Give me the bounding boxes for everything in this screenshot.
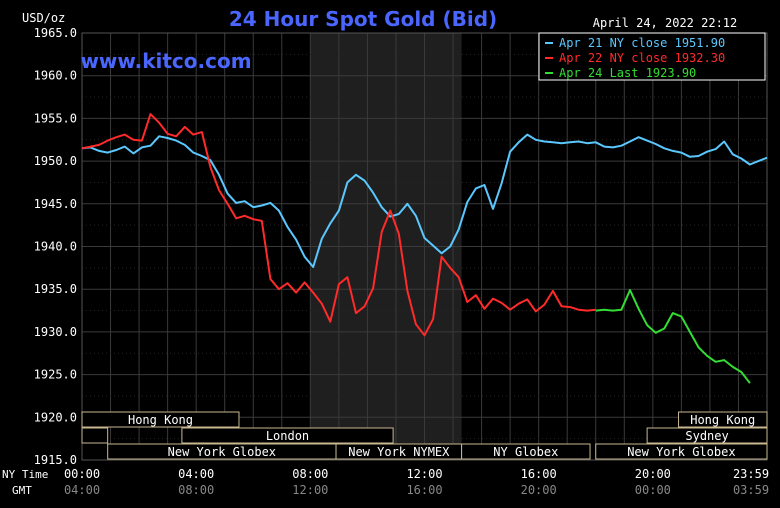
y-tick-labels: 1965.0 1960.0 1955.0 1950.0 1945.0 1940.0 1935… bbox=[34, 26, 77, 467]
watermark: www.kitco.com bbox=[80, 49, 251, 73]
session-box bbox=[461, 443, 591, 460]
session-box bbox=[81, 427, 109, 444]
x-tick-label-gmt: 20:00 bbox=[521, 483, 557, 497]
x-tick-label-gmt: 08:00 bbox=[178, 483, 214, 497]
session-label: London bbox=[266, 429, 309, 443]
x-tick-label-ny: 23:59 bbox=[733, 467, 769, 481]
session-box bbox=[181, 427, 394, 444]
plot-frame bbox=[81, 32, 768, 461]
session-box bbox=[595, 443, 768, 460]
legend-entry: Apr 22 NY close 1932.30 bbox=[559, 51, 725, 65]
y-tick-label: 1965.0 bbox=[34, 26, 77, 40]
y-tick-label: 1930.0 bbox=[34, 325, 77, 339]
legend-entry: Apr 21 NY close 1951.90 bbox=[559, 36, 725, 50]
y-tick-label: 1920.0 bbox=[34, 410, 77, 424]
grid-lines bbox=[81, 32, 768, 461]
x-tick-label-gmt: 00:00 bbox=[635, 483, 671, 497]
x-tick-label-gmt: 16:00 bbox=[406, 483, 442, 497]
session-label: New York Globex bbox=[168, 445, 276, 459]
y-tick-label: 1950.0 bbox=[34, 154, 77, 168]
x-tick-label-gmt: 12:00 bbox=[292, 483, 328, 497]
y-tick-label: 1915.0 bbox=[34, 453, 77, 467]
series-line bbox=[595, 289, 751, 384]
x-tick-label-ny: 20:00 bbox=[635, 467, 671, 481]
x-tick-label-ny: 08:00 bbox=[292, 467, 328, 481]
session-label: New York Globex bbox=[627, 445, 735, 459]
session-label: New York NYMEX bbox=[348, 445, 450, 459]
market-sessions: Hong Kong London New York Globex New York N… bbox=[81, 411, 768, 460]
session-label: Hong Kong bbox=[690, 413, 755, 427]
y-axis-unit-label: USD/oz bbox=[22, 11, 65, 25]
session-box bbox=[646, 427, 768, 444]
x-tick-label-ny: 12:00 bbox=[406, 467, 442, 481]
x-tick-label-ny: 04:00 bbox=[178, 467, 214, 481]
ny-time-row-title: NY Time bbox=[2, 468, 48, 481]
y-tick-label: 1940.0 bbox=[34, 240, 77, 254]
y-tick-label: 1955.0 bbox=[34, 111, 77, 125]
chart-date: April 24, 2022 22:12 bbox=[593, 16, 738, 30]
y-tick-label: 1960.0 bbox=[34, 69, 77, 83]
y-tick-label: 1935.0 bbox=[34, 282, 77, 296]
session-label: Sydney bbox=[685, 429, 728, 443]
series-line bbox=[81, 133, 768, 268]
y-tick-label: 1945.0 bbox=[34, 197, 77, 211]
gmt-row-title: GMT bbox=[12, 484, 32, 497]
chart-title: 24 Hour Spot Gold (Bid) bbox=[229, 7, 497, 31]
session-box bbox=[678, 411, 768, 428]
price-series bbox=[81, 113, 768, 384]
legend-entry: Apr 24 Last 1923.90 bbox=[559, 66, 696, 80]
x-tick-label-ny: 00:00 bbox=[64, 467, 100, 481]
session-label: NY Globex bbox=[493, 445, 558, 459]
session-label: Hong Kong bbox=[128, 413, 193, 427]
x-tick-label-gmt: 04:00 bbox=[64, 483, 100, 497]
legend-box bbox=[538, 32, 766, 81]
series-line bbox=[81, 113, 596, 337]
x-tick-label-gmt: 03:59 bbox=[733, 483, 769, 497]
session-box bbox=[81, 411, 240, 428]
x-tick-label-ny: 16:00 bbox=[521, 467, 557, 481]
y-tick-label: 1925.0 bbox=[34, 368, 77, 382]
x-tick-labels: 00:00 04:00 08:00 12:00 16:00 20:00 23:59 04:00… bbox=[64, 467, 769, 497]
